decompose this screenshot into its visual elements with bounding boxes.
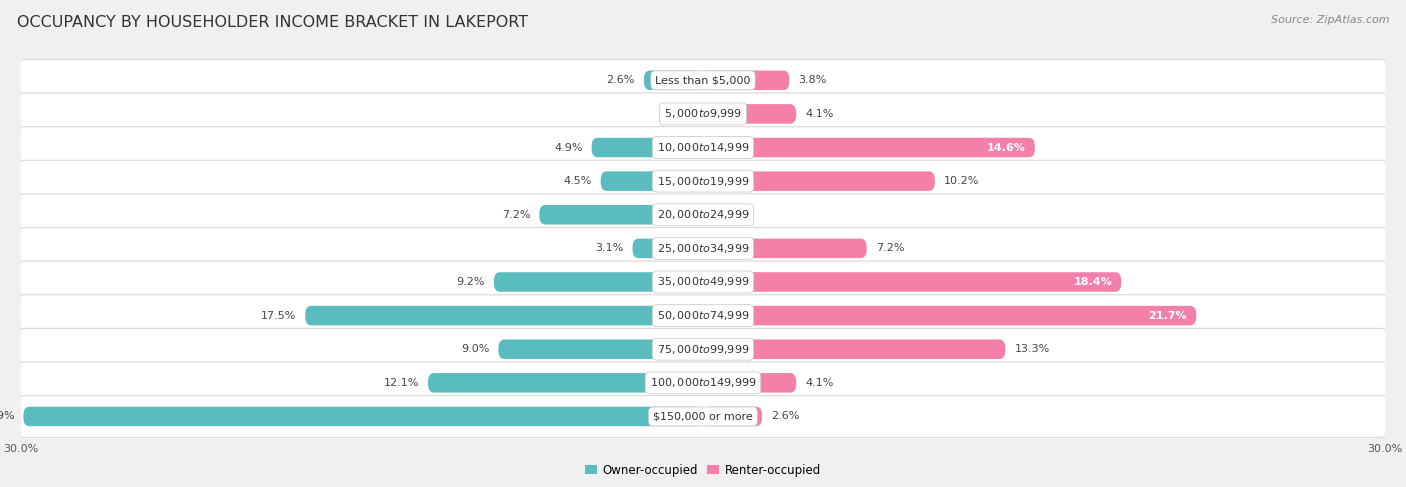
FancyBboxPatch shape (703, 71, 789, 90)
FancyBboxPatch shape (600, 171, 703, 191)
FancyBboxPatch shape (427, 373, 703, 393)
FancyBboxPatch shape (20, 362, 1386, 404)
FancyBboxPatch shape (703, 272, 1121, 292)
FancyBboxPatch shape (633, 239, 703, 258)
Text: Less than $5,000: Less than $5,000 (655, 75, 751, 85)
FancyBboxPatch shape (20, 261, 1386, 303)
FancyBboxPatch shape (305, 306, 703, 325)
FancyBboxPatch shape (592, 138, 703, 157)
Text: 14.6%: 14.6% (987, 143, 1026, 152)
Text: $150,000 or more: $150,000 or more (654, 412, 752, 421)
Text: $10,000 to $14,999: $10,000 to $14,999 (657, 141, 749, 154)
Text: 4.1%: 4.1% (806, 378, 834, 388)
Text: 3.8%: 3.8% (799, 75, 827, 85)
Text: $25,000 to $34,999: $25,000 to $34,999 (657, 242, 749, 255)
Text: 4.5%: 4.5% (564, 176, 592, 186)
Text: 4.1%: 4.1% (806, 109, 834, 119)
FancyBboxPatch shape (703, 171, 935, 191)
Text: $35,000 to $49,999: $35,000 to $49,999 (657, 276, 749, 288)
Text: 21.7%: 21.7% (1149, 311, 1187, 320)
Legend: Owner-occupied, Renter-occupied: Owner-occupied, Renter-occupied (579, 459, 827, 482)
Text: 18.4%: 18.4% (1073, 277, 1112, 287)
Text: 13.3%: 13.3% (1014, 344, 1050, 354)
Text: 0.0%: 0.0% (711, 210, 741, 220)
FancyBboxPatch shape (703, 339, 1005, 359)
Text: $15,000 to $19,999: $15,000 to $19,999 (657, 175, 749, 187)
FancyBboxPatch shape (540, 205, 703, 225)
FancyBboxPatch shape (494, 272, 703, 292)
FancyBboxPatch shape (499, 339, 703, 359)
Text: 7.2%: 7.2% (502, 210, 530, 220)
FancyBboxPatch shape (20, 395, 1386, 437)
FancyBboxPatch shape (20, 227, 1386, 269)
FancyBboxPatch shape (20, 160, 1386, 202)
FancyBboxPatch shape (703, 373, 796, 393)
Text: 0.0%: 0.0% (665, 109, 695, 119)
FancyBboxPatch shape (20, 295, 1386, 337)
Text: 9.0%: 9.0% (461, 344, 489, 354)
FancyBboxPatch shape (703, 407, 762, 426)
Text: 17.5%: 17.5% (260, 311, 297, 320)
FancyBboxPatch shape (703, 104, 796, 124)
Text: Source: ZipAtlas.com: Source: ZipAtlas.com (1271, 15, 1389, 25)
Text: 2.6%: 2.6% (606, 75, 636, 85)
Text: $20,000 to $24,999: $20,000 to $24,999 (657, 208, 749, 221)
Text: $75,000 to $99,999: $75,000 to $99,999 (657, 343, 749, 356)
FancyBboxPatch shape (20, 127, 1386, 169)
Text: 2.6%: 2.6% (772, 412, 800, 421)
FancyBboxPatch shape (703, 306, 1197, 325)
FancyBboxPatch shape (20, 59, 1386, 101)
FancyBboxPatch shape (703, 138, 1035, 157)
Text: $100,000 to $149,999: $100,000 to $149,999 (650, 376, 756, 389)
Text: $5,000 to $9,999: $5,000 to $9,999 (664, 108, 742, 120)
Text: $50,000 to $74,999: $50,000 to $74,999 (657, 309, 749, 322)
Text: 3.1%: 3.1% (595, 244, 623, 253)
Text: 12.1%: 12.1% (384, 378, 419, 388)
FancyBboxPatch shape (20, 328, 1386, 370)
Text: 29.9%: 29.9% (0, 412, 14, 421)
Text: 10.2%: 10.2% (943, 176, 980, 186)
Text: OCCUPANCY BY HOUSEHOLDER INCOME BRACKET IN LAKEPORT: OCCUPANCY BY HOUSEHOLDER INCOME BRACKET … (17, 15, 529, 30)
FancyBboxPatch shape (644, 71, 703, 90)
FancyBboxPatch shape (20, 194, 1386, 236)
Text: 9.2%: 9.2% (457, 277, 485, 287)
Text: 7.2%: 7.2% (876, 244, 904, 253)
FancyBboxPatch shape (24, 407, 703, 426)
FancyBboxPatch shape (703, 239, 866, 258)
FancyBboxPatch shape (20, 93, 1386, 135)
Text: 4.9%: 4.9% (554, 143, 582, 152)
